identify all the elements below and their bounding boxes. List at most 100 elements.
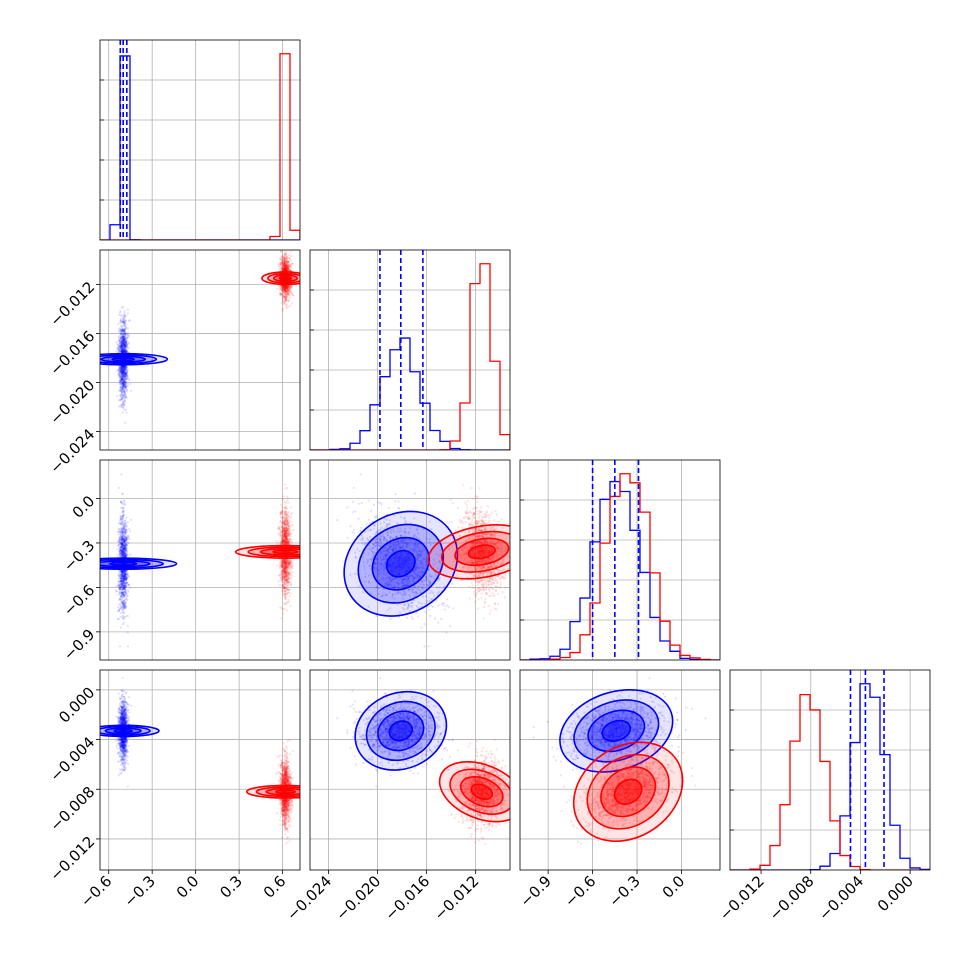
- data-point: [280, 284, 283, 287]
- data-point: [122, 528, 126, 531]
- data-point: [122, 350, 125, 353]
- data-point: [283, 268, 286, 271]
- data-point: [286, 261, 289, 264]
- data-point: [286, 263, 289, 266]
- data-point: [121, 335, 125, 338]
- data-point: [120, 331, 123, 335]
- data-point: [124, 346, 128, 349]
- data-point: [285, 251, 288, 254]
- data-point: [279, 293, 282, 297]
- data-point: [121, 341, 124, 344]
- data-point: [276, 287, 279, 290]
- data-point: [283, 264, 286, 268]
- data-point: [120, 372, 123, 375]
- data-point: [290, 302, 294, 305]
- data-point: [122, 365, 125, 368]
- data-point: [285, 287, 289, 290]
- data-point: [121, 381, 125, 384]
- data-point: [288, 292, 291, 295]
- data-point: [122, 370, 125, 373]
- data-point: [118, 582, 122, 586]
- data-point: [127, 341, 130, 344]
- data-point: [120, 372, 124, 375]
- data-point: [124, 421, 127, 424]
- data-point: [124, 385, 128, 389]
- data-point: [119, 336, 122, 339]
- data-point: [119, 369, 122, 372]
- data-point: [122, 320, 125, 323]
- data-point: [287, 288, 290, 291]
- data-point: [281, 259, 285, 262]
- data-point: [126, 333, 129, 336]
- data-point: [122, 384, 125, 387]
- data-point: [122, 604, 125, 608]
- data-point: [122, 371, 125, 374]
- data-point: [282, 295, 286, 298]
- data-point: [279, 285, 282, 288]
- data-point: [120, 390, 123, 393]
- data-point: [123, 365, 126, 368]
- data-point: [124, 336, 127, 339]
- data-point: [287, 265, 290, 268]
- data-point: [123, 331, 126, 334]
- data-point: [283, 268, 286, 271]
- data-point: [120, 403, 123, 407]
- data-point: [119, 552, 122, 555]
- panel-1-1: [309, 249, 511, 451]
- data-point: [119, 366, 122, 369]
- data-point: [123, 408, 126, 411]
- data-point: [121, 389, 125, 392]
- data-point: [284, 267, 287, 270]
- data-point: [281, 262, 284, 265]
- data-point: [121, 341, 124, 344]
- data-point: [122, 350, 125, 353]
- data-point: [120, 544, 123, 547]
- data-point: [120, 570, 124, 573]
- data-point: [122, 316, 125, 320]
- data-point: [119, 343, 123, 346]
- data-point: [283, 264, 287, 268]
- data-point: [281, 285, 284, 289]
- data-point: [117, 585, 120, 588]
- data-point: [121, 376, 124, 380]
- data-point: [285, 257, 289, 260]
- data-point: [121, 333, 125, 336]
- data-point: [124, 386, 127, 389]
- data-point: [284, 285, 287, 288]
- data-point: [123, 337, 127, 340]
- data-point: [120, 346, 123, 349]
- data-point: [288, 268, 292, 271]
- data-point: [282, 291, 285, 295]
- data-point: [287, 265, 290, 268]
- data-point: [121, 329, 124, 332]
- data-point: [122, 365, 125, 368]
- data-point: [119, 395, 123, 399]
- data-point: [119, 337, 122, 340]
- data-point: [125, 385, 128, 389]
- data-point: [121, 348, 124, 351]
- data-point: [121, 339, 124, 342]
- data-point: [283, 296, 287, 299]
- data-point: [120, 526, 124, 530]
- data-point: [284, 266, 288, 270]
- data-point: [124, 345, 127, 348]
- data-point: [122, 380, 125, 384]
- data-point: [123, 378, 126, 381]
- data-point: [123, 313, 126, 316]
- panel-frame: [99, 39, 301, 241]
- data-point: [121, 393, 124, 397]
- data-point: [282, 262, 285, 265]
- data-point: [283, 284, 286, 287]
- data-point: [125, 366, 128, 369]
- data-point: [125, 395, 128, 398]
- data-point: [124, 545, 127, 548]
- data-point: [282, 284, 286, 287]
- data-point: [283, 287, 286, 291]
- data-point: [122, 390, 126, 393]
- data-point: [122, 605, 126, 608]
- data-point: [282, 263, 285, 267]
- data-point: [120, 367, 123, 370]
- data-point: [118, 345, 122, 348]
- data-point: [122, 385, 125, 389]
- data-point: [126, 345, 129, 348]
